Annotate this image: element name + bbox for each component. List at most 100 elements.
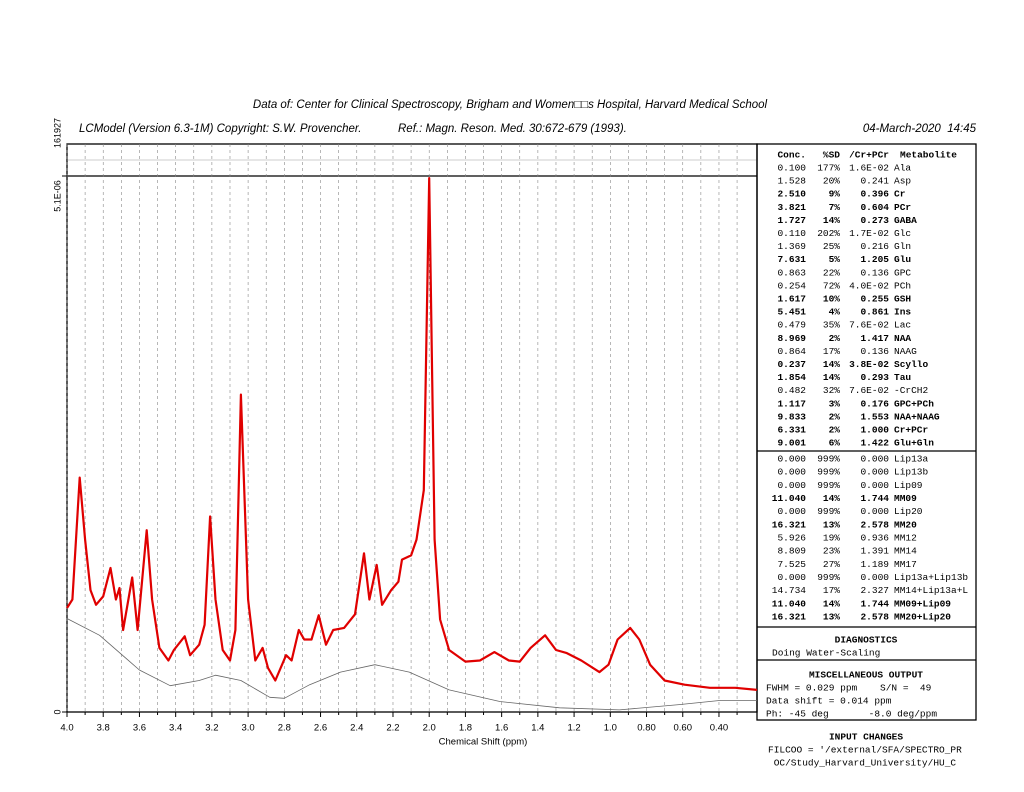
- table-cell: 0.000: [860, 506, 889, 517]
- section-line: Ph: -45 deg -8.0 deg/ppm: [766, 709, 937, 720]
- table-cell: 72%: [823, 280, 840, 291]
- table-cell: 0.936: [860, 533, 889, 544]
- table-cell: Gln: [894, 241, 911, 252]
- table-cell: 1.528: [777, 176, 806, 187]
- table-cell: 17%: [823, 585, 840, 596]
- table-cell: 16.321: [772, 612, 807, 623]
- table-cell: Ala: [894, 163, 911, 174]
- table-cell: 0.254: [777, 280, 806, 291]
- table-cell: 0.000: [777, 506, 806, 517]
- table-cell: 0.136: [860, 346, 889, 357]
- table-cell: GPC+PCh: [894, 398, 934, 409]
- table-cell: Lip13a+Lip13b: [894, 572, 968, 583]
- table-cell: 0.100: [777, 163, 806, 174]
- table-cell: 9.001: [777, 438, 806, 449]
- table-cell: 2.327: [860, 585, 889, 596]
- table-cell: 8.969: [777, 333, 806, 344]
- table-cell: MM14+Lip13a+L: [894, 585, 968, 596]
- table-cell: 5.451: [777, 307, 806, 318]
- table-cell: 1.744: [860, 493, 889, 504]
- section-line: FWHM = 0.029 ppm S/N = 49: [766, 683, 932, 694]
- table-cell: 7%: [829, 202, 841, 213]
- table-cell: 0.479: [777, 320, 806, 331]
- table-cell: 4%: [829, 307, 841, 318]
- x-tick-label: 0.80: [637, 723, 656, 734]
- table-cell: 2%: [829, 425, 841, 436]
- table-cell: 32%: [823, 385, 840, 396]
- table-cell: Lip20: [894, 506, 923, 517]
- x-tick-label: 0.60: [673, 723, 692, 734]
- table-header: /Cr+PCr: [849, 150, 889, 161]
- results-table: Conc. %SD/Cr+PCr Metabolite 0.100 177% 1.6E-0…: [766, 150, 968, 769]
- table-cell: 1.727: [777, 215, 806, 226]
- table-cell: 202%: [817, 228, 840, 239]
- y-tick-label: 0: [52, 709, 62, 714]
- x-tick-label: 1.2: [567, 723, 580, 734]
- series-line: [66, 177, 758, 691]
- table-cell: 0.000: [860, 454, 889, 465]
- table-cell: GABA: [894, 215, 917, 226]
- table-cell: 1.369: [777, 241, 806, 252]
- table-cell: Lip09: [894, 480, 923, 491]
- table-cell: 0.241: [860, 176, 889, 187]
- table-cell: MM14: [894, 546, 917, 557]
- table-cell: 2.578: [860, 612, 889, 623]
- table-cell: 14.734: [772, 585, 807, 596]
- table-cell: Asp: [894, 176, 911, 187]
- x-tick-label: 3.2: [205, 723, 218, 734]
- table-cell: 14%: [823, 493, 840, 504]
- table-cell: Tau: [894, 372, 911, 383]
- table-cell: 17%: [823, 346, 840, 357]
- table-cell: MM12: [894, 533, 917, 544]
- table-cell: 1.744: [860, 598, 889, 609]
- y-tick-label: 5.1E-06: [52, 180, 62, 212]
- table-header: Conc.: [777, 150, 806, 161]
- table-cell: 0.000: [860, 572, 889, 583]
- table-cell: 16.321: [772, 519, 807, 530]
- table-cell: 0.000: [777, 480, 806, 491]
- table-cell: -CrCH2: [894, 385, 929, 396]
- table-cell: 2%: [829, 333, 841, 344]
- table-cell: 7.631: [777, 254, 806, 265]
- table-cell: 1.854: [777, 372, 806, 383]
- x-tick-label: 1.4: [531, 723, 544, 734]
- table-cell: NAA: [894, 333, 911, 344]
- x-tick-label: 3.6: [133, 723, 146, 734]
- table-cell: 1.000: [860, 425, 889, 436]
- table-cell: 14%: [823, 598, 840, 609]
- table-cell: 999%: [817, 572, 840, 583]
- table-cell: 0.000: [777, 572, 806, 583]
- table-cell: 0.861: [860, 307, 889, 318]
- table-cell: Glc: [894, 228, 911, 239]
- table-cell: 7.6E-02: [849, 320, 889, 331]
- table-cell: 1.391: [860, 546, 889, 557]
- table-cell: 1.205: [860, 254, 889, 265]
- table-cell: 0.000: [860, 467, 889, 478]
- table-cell: 0.273: [860, 215, 889, 226]
- table-cell: 999%: [817, 480, 840, 491]
- table-cell: 11.040: [772, 493, 807, 504]
- table-cell: 1.6E-02: [849, 163, 889, 174]
- table-cell: Cr: [894, 189, 906, 200]
- table-cell: 9%: [829, 189, 841, 200]
- table-frame: [756, 143, 977, 721]
- table-cell: 20%: [823, 176, 840, 187]
- x-tick-label: 1.0: [604, 723, 617, 734]
- table-cell: 0.000: [860, 480, 889, 491]
- table-cell: 0.237: [777, 359, 806, 370]
- run-id: 161927: [52, 118, 62, 148]
- table-cell: MM09: [894, 493, 917, 504]
- x-tick-label: 1.6: [495, 723, 508, 734]
- table-cell: 0.396: [860, 189, 889, 200]
- table-cell: 0.000: [777, 467, 806, 478]
- table-cell: 1.117: [777, 398, 806, 409]
- table-cell: 11.040: [772, 598, 807, 609]
- table-cell: Cr+PCr: [894, 425, 929, 436]
- x-tick-label: 2.6: [314, 723, 327, 734]
- table-cell: 14%: [823, 215, 840, 226]
- table-cell: MM09+Lip09: [894, 598, 951, 609]
- table-cell: MM20: [894, 519, 917, 530]
- table-cell: 13%: [823, 519, 840, 530]
- table-cell: 3.821: [777, 202, 806, 213]
- table-cell: NAA+NAAG: [894, 411, 940, 422]
